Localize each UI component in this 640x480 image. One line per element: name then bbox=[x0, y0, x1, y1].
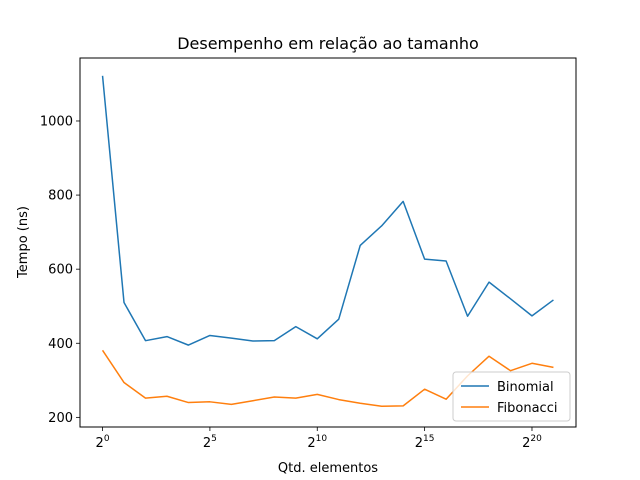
x-tick-label: 20 bbox=[96, 434, 110, 451]
x-tick-label: 220 bbox=[522, 434, 542, 451]
y-axis-label: Tempo (ns) bbox=[16, 206, 31, 279]
legend-label-binomial: Binomial bbox=[497, 380, 554, 395]
y-axis: 200 400 600 800 1000 bbox=[40, 114, 80, 426]
y-tick-label: 600 bbox=[48, 263, 73, 278]
series-line-binomial bbox=[101, 75, 554, 346]
legend: Binomial Fibonacci bbox=[452, 371, 571, 422]
x-tick-label: 25 bbox=[203, 434, 217, 451]
chart-title: Desempenho em relação ao tamanho bbox=[177, 34, 479, 53]
x-tick-label: 210 bbox=[307, 434, 327, 451]
y-tick-label: 400 bbox=[48, 337, 73, 352]
x-axis-label: Qtd. elementos bbox=[278, 461, 378, 476]
legend-box bbox=[452, 371, 571, 422]
plot-frame bbox=[79, 57, 577, 428]
y-tick-label: 200 bbox=[48, 411, 73, 426]
legend-label-fibonacci: Fibonacci bbox=[497, 401, 557, 416]
x-axis: 20 25 210 215 220 bbox=[96, 427, 542, 451]
y-tick-label: 1000 bbox=[40, 114, 73, 129]
x-tick-label: 215 bbox=[415, 434, 435, 451]
y-tick-label: 800 bbox=[48, 189, 73, 204]
series-layer bbox=[101, 75, 554, 407]
series-line-fibonacci bbox=[101, 349, 554, 407]
